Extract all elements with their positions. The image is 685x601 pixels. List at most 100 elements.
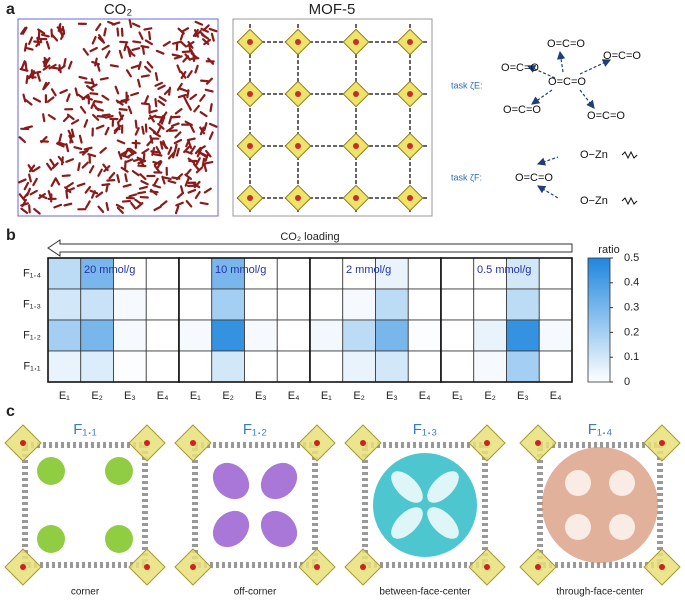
heat-cell (145, 350, 180, 383)
heat-cell (276, 288, 311, 321)
co2-molecule (42, 81, 48, 91)
o-atom (535, 440, 541, 446)
co2-molecule (203, 187, 212, 194)
co2-molecule (207, 57, 215, 65)
co2-molecule (131, 22, 141, 28)
co2-molecule (89, 92, 99, 96)
co2-molecule (78, 75, 88, 80)
o-atom (295, 143, 301, 149)
task-label: task ζE: (451, 80, 482, 90)
co2-molecule (74, 87, 79, 97)
co2-molecule (198, 30, 207, 38)
co2-molecule (97, 205, 105, 213)
co2-molecule (92, 113, 100, 121)
co2-molecule (180, 70, 187, 80)
co2-molecule (65, 143, 70, 153)
co2-molecule (154, 72, 159, 82)
co2-molecule (121, 199, 132, 203)
co2-molecule (126, 69, 132, 78)
density-cloud (212, 462, 250, 500)
co2-molecule (208, 27, 218, 33)
o-atom (353, 195, 359, 201)
colorbar-tick-label: 0 (624, 376, 630, 388)
co2-molecule (26, 187, 31, 197)
o-atom (247, 143, 253, 149)
heat-cell (407, 319, 442, 352)
colorbar-tick-label: 0.5 (624, 252, 639, 264)
co2-molecule (130, 201, 137, 210)
density-cloud (260, 462, 298, 500)
co2-molecule (32, 166, 41, 173)
o-atom (484, 440, 490, 446)
co2-molecule (138, 185, 148, 190)
co2-molecule (115, 203, 125, 210)
co2-molecule (49, 158, 56, 167)
co2-molecule (81, 161, 89, 169)
colorbar-label: ratio (598, 244, 619, 256)
co2-molecule (134, 127, 140, 136)
density-cloud (373, 453, 477, 557)
co2-molecule (70, 128, 75, 138)
heat-cell (80, 319, 114, 352)
heat-cell (473, 319, 507, 352)
co2-molecule (148, 114, 155, 123)
co2-molecule (179, 185, 184, 195)
density-void (565, 514, 591, 540)
co2-molecule (148, 109, 158, 114)
column-label: E₂ (222, 390, 234, 402)
co2-molecule (174, 108, 183, 115)
co2-molecule (50, 178, 57, 187)
co2-molecule (137, 190, 147, 195)
co2-molecule (153, 159, 162, 166)
co2-molecule (128, 147, 137, 154)
heat-cell (178, 319, 213, 352)
co2-molecule (76, 182, 86, 188)
co2-molecule (136, 156, 145, 163)
mof-box (232, 18, 433, 217)
co2-molecule (179, 31, 185, 41)
heat-cell (440, 288, 475, 321)
co2-molecule (32, 70, 42, 75)
co2-molecule (124, 173, 128, 183)
co2-molecule (78, 134, 83, 144)
co2-molecule (25, 74, 29, 85)
co2-molecule (33, 207, 41, 215)
column-label: E₃ (517, 390, 529, 402)
co2-molecule (141, 148, 150, 155)
co2-molecule (173, 138, 183, 145)
co2-molecule (141, 125, 145, 135)
row-label: F₁.₂ (23, 329, 41, 341)
co2-molecule (101, 113, 111, 117)
heat-cell (309, 350, 344, 383)
heat-cell (244, 288, 278, 321)
column-label: E₁ (59, 390, 70, 402)
colorbar-tick-label: 0.3 (624, 302, 639, 314)
colorbar-tick-label: 0.2 (624, 326, 639, 338)
co2-molecule (57, 155, 65, 164)
density-cloud (212, 510, 250, 548)
co2-molecule (96, 62, 101, 72)
heat-cell (375, 257, 409, 290)
co2-molecule (109, 64, 119, 68)
co2-molecule (116, 139, 126, 145)
co2-molecule (183, 95, 189, 105)
co2-molecule (17, 178, 27, 184)
co2-molecule (184, 168, 192, 177)
co2-molecule (67, 60, 73, 70)
heat-cell (506, 350, 540, 383)
co2-molecule (154, 98, 158, 108)
co2-molecule (193, 180, 201, 189)
co2-molecule (65, 182, 74, 189)
co2-molecule (68, 134, 74, 144)
density-void (391, 507, 423, 539)
co2-molecule (85, 200, 91, 209)
co2-molecule (43, 56, 48, 66)
heat-cell (276, 257, 311, 290)
co2-molecule (192, 163, 200, 171)
molecule: O=C=O (548, 76, 586, 88)
o-atom (659, 564, 665, 570)
heat-cell (440, 257, 475, 290)
co2-molecule (66, 93, 71, 103)
group-label: 20 mmol/g (84, 264, 135, 276)
panel-label: b (6, 227, 16, 244)
